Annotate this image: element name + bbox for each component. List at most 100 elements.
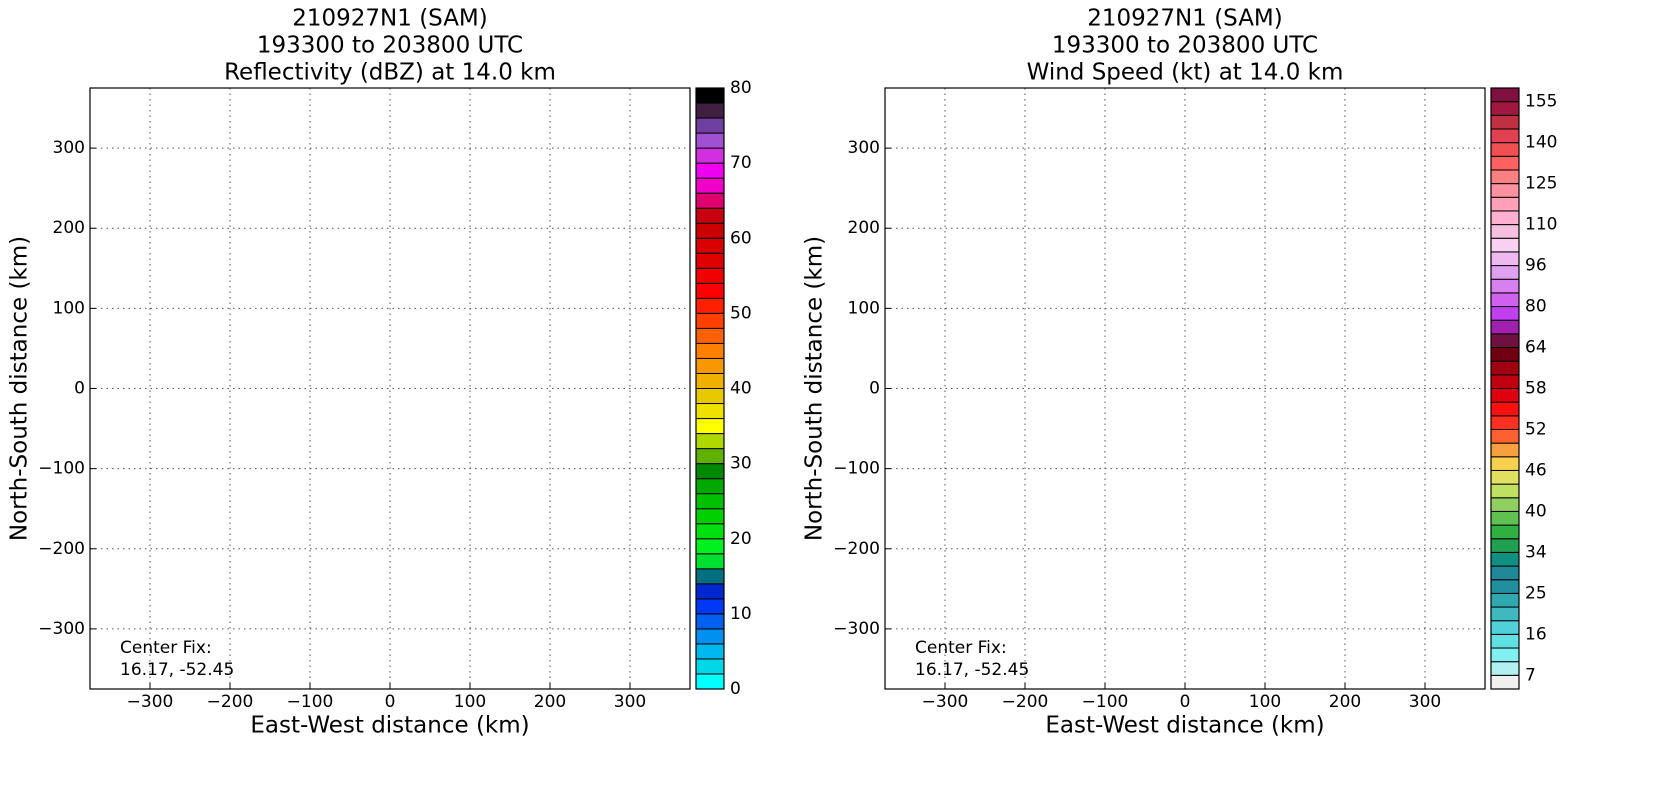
chart-title: 210927N1 (SAM) (292, 6, 488, 32)
colorbar-tick-label: 40 (730, 379, 752, 399)
x-tick-label: −100 (1082, 692, 1129, 712)
colorbar-band (695, 643, 725, 660)
plot-frame (89, 87, 691, 690)
x-axis-label: East-West distance (km) (1045, 713, 1324, 739)
colorbar-tick-label: 30 (730, 454, 752, 474)
y-tick-label: 200 (848, 218, 880, 238)
colorbar-tick-label: 80 (730, 78, 752, 98)
colorbar-band (695, 252, 725, 269)
x-tick-label: 100 (1249, 692, 1281, 712)
colorbar-band (1490, 169, 1520, 185)
y-tick-label: −200 (38, 539, 85, 559)
x-axis-label: East-West distance (km) (250, 713, 529, 739)
colorbar-band (1490, 347, 1520, 362)
colorbar-band (1490, 388, 1520, 403)
colorbar-band (1490, 401, 1520, 417)
y-tick-label: 300 (848, 138, 880, 158)
colorbar-band (695, 613, 725, 630)
y-tick-label: −300 (38, 619, 85, 639)
colorbar-band (1490, 538, 1520, 553)
colorbar-band (1490, 674, 1520, 690)
colorbar-band (695, 357, 725, 374)
colorbar-band (695, 403, 725, 420)
x-tick-label: −300 (127, 692, 174, 712)
colorbar-band (1490, 224, 1520, 239)
colorbar-band (695, 147, 725, 164)
y-tick-label: 0 (74, 379, 85, 399)
colorbar-tick-label: 60 (730, 228, 752, 248)
colorbar-tick-label: 0 (730, 679, 741, 699)
x-tick-label: 100 (454, 692, 486, 712)
colorbar-tick-label: 7 (1525, 665, 1536, 685)
x-tick-label: 0 (1180, 692, 1191, 712)
x-tick-label: 300 (614, 692, 646, 712)
colorbar-band (1490, 101, 1520, 116)
colorbar-band (1490, 469, 1520, 485)
y-tick-label: −200 (833, 539, 880, 559)
x-tick-label: 200 (534, 692, 566, 712)
colorbar-band (1490, 497, 1520, 512)
x-tick-label: 200 (1329, 692, 1361, 712)
colorbar-band (695, 162, 725, 179)
colorbar-band (1490, 155, 1520, 171)
colorbar-band (1490, 633, 1520, 649)
colorbar-band (1490, 319, 1520, 335)
colorbar-band (1490, 524, 1520, 540)
colorbar-band (1490, 415, 1520, 430)
colorbar-tick-label: 34 (1525, 542, 1547, 562)
x-tick-label: 300 (1409, 692, 1441, 712)
colorbar-band (695, 117, 725, 134)
colorbar-band (1490, 251, 1520, 267)
colorbar-tick-label: 16 (1525, 624, 1547, 644)
colorbar-band (1490, 592, 1520, 608)
x-tick-label: −300 (922, 692, 969, 712)
chart-title: 193300 to 203800 UTC (257, 33, 523, 59)
colorbar-tick-label: 140 (1525, 133, 1557, 153)
y-tick-label: −100 (38, 459, 85, 479)
colorbar-band (695, 342, 725, 359)
plot-frame (884, 87, 1486, 690)
colorbar-band (1490, 551, 1520, 567)
colorbar-band (695, 327, 725, 344)
colorbar-band (1490, 620, 1520, 635)
y-tick-label: 200 (53, 218, 85, 238)
colorbar-tick-label: 50 (730, 303, 752, 323)
colorbar-band (695, 207, 725, 224)
colorbar-band (695, 448, 725, 465)
annotation: 16.17, -52.45 (120, 660, 234, 680)
y-tick-label: −300 (833, 619, 880, 639)
colorbar-tick-label: 46 (1525, 460, 1547, 480)
y-tick-label: −100 (833, 459, 880, 479)
colorbar-tick-label: 20 (730, 529, 752, 549)
colorbar-band (695, 673, 725, 690)
colorbar-band (695, 418, 725, 435)
colorbar-band (695, 87, 725, 104)
colorbar-band (1490, 142, 1520, 157)
colorbar-tick-label: 40 (1525, 501, 1547, 521)
colorbar-band (1490, 456, 1520, 471)
chart-title: 193300 to 203800 UTC (1052, 33, 1318, 59)
y-tick-label: 100 (848, 298, 880, 318)
colorbar-band (1490, 428, 1520, 444)
colorbar-band (1490, 265, 1520, 280)
colorbar-tick-label: 10 (730, 604, 752, 624)
colorbar-band (695, 372, 725, 390)
colorbar-band (1490, 87, 1520, 103)
colorbar-band (695, 553, 725, 570)
colorbar-band (1490, 661, 1520, 676)
colorbar-band (1490, 579, 1520, 594)
annotation: Center Fix: (120, 638, 212, 658)
colorbar-band (695, 433, 725, 450)
colorbar-tick-label: 52 (1525, 419, 1547, 439)
x-tick-label: −200 (207, 692, 254, 712)
colorbar-band (695, 493, 725, 510)
colorbar-band (1490, 606, 1520, 622)
colorbar-band (695, 598, 725, 615)
colorbar-tick-label: 155 (1525, 92, 1557, 112)
colorbar-tick-label: 110 (1525, 215, 1557, 235)
y-tick-label: 300 (53, 138, 85, 158)
colorbar-band (695, 583, 725, 600)
colorbar-band (1490, 333, 1520, 349)
colorbar-tick-label: 125 (1525, 174, 1557, 194)
